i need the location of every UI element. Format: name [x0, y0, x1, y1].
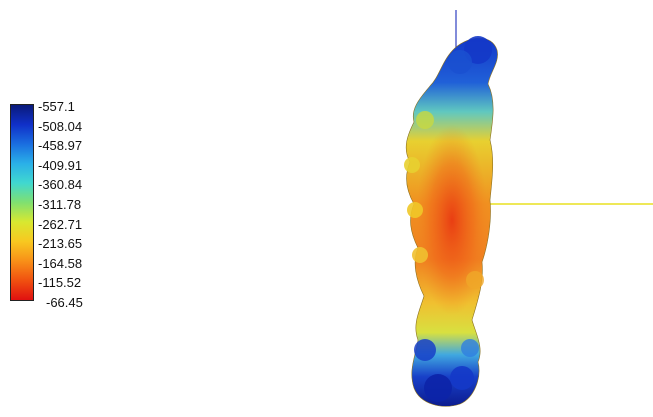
tick-label: -66.45: [46, 295, 83, 310]
colorbar: [10, 104, 34, 301]
surface-core-region: [416, 125, 488, 315]
tick-label: -262.71: [38, 216, 83, 232]
tick-label: -409.91: [38, 157, 83, 173]
tick-label: -557.1: [38, 99, 75, 114]
tick-label: -115.52: [38, 275, 82, 291]
tick-label: -311.78: [38, 197, 82, 212]
tick-label: -164.58: [38, 255, 83, 271]
tick-label: -458.97: [38, 138, 83, 154]
colorbar-tick-labels: -557.1 -508.04 -458.97 -409.91 -360.84 -…: [38, 100, 108, 310]
tick-label: -360.84: [38, 177, 83, 193]
tick-label: -508.04: [38, 118, 83, 134]
tick-label: -213.65: [38, 236, 83, 252]
